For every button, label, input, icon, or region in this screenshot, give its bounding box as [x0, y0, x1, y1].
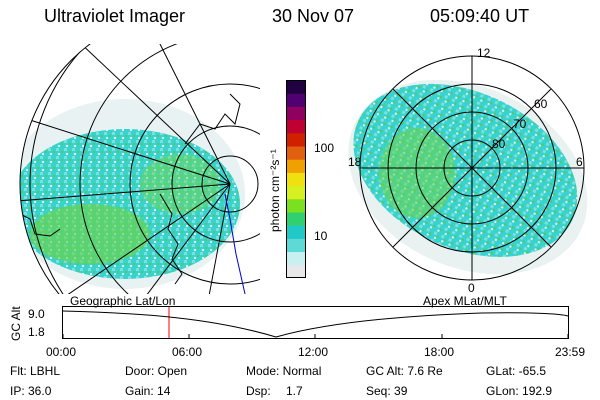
- altitude-frame: [62, 306, 569, 339]
- polar-aurora-green: [379, 128, 455, 218]
- colorbar-band: [286, 251, 306, 266]
- colorbar-band: [286, 264, 306, 278]
- colorbar-tick-100: 100: [314, 141, 335, 155]
- mlat-label-80: 80: [492, 137, 506, 151]
- colorbar-band: [286, 212, 306, 226]
- colorbar-band: [286, 225, 306, 239]
- xtick-1200: 12:00: [298, 345, 329, 359]
- xtick-0600: 06:00: [172, 345, 203, 359]
- time-label: 05:09:40 UT: [430, 6, 530, 26]
- geo-map-label: Geographic Lat/Lon: [70, 294, 176, 308]
- mlat-label-60: 60: [534, 97, 548, 111]
- colorbar-band: [286, 93, 306, 107]
- colorbar-band: [286, 106, 306, 121]
- altitude-ylabel: GC Alt: [9, 306, 23, 341]
- mlt-label-0: 0: [468, 281, 475, 294]
- colorbar-band: [286, 198, 306, 213]
- xtick-0000: 00:00: [46, 345, 77, 359]
- polar-map-label: Apex MLat/MLT: [423, 294, 507, 308]
- glat-info: GLat: -65.5: [486, 364, 547, 378]
- geographic-map: [19, 44, 260, 294]
- polar-grid: [359, 55, 585, 281]
- ip-info: IP: 36.0: [10, 384, 52, 398]
- seq-info: Seq: 39: [366, 384, 408, 398]
- colorbar-band: [286, 132, 306, 147]
- gc-alt-info: GC Alt: 7.6 Re: [366, 364, 443, 378]
- altitude-ytick-low: 1.8: [28, 325, 45, 339]
- colorbar: [286, 80, 306, 278]
- colorbar-band: [286, 80, 306, 94]
- altitude-plot: [62, 306, 569, 339]
- altitude-curve: [62, 310, 569, 338]
- geo-aurora-green: [30, 204, 150, 264]
- mode-info: Mode: Normal: [246, 364, 322, 378]
- mlat-label-70: 70: [513, 117, 527, 131]
- mlt-label-12: 12: [477, 46, 491, 60]
- dsp-value: 1.7: [286, 384, 303, 398]
- mlt-label-6: 6: [576, 155, 583, 169]
- altitude-ytick-high: 9.0: [28, 307, 45, 321]
- colorbar-band: [286, 159, 306, 173]
- polar-map: 12 18 6 0 60 70 80: [348, 46, 588, 294]
- coastline: [159, 193, 183, 285]
- colorbar-tick-10: 10: [314, 229, 328, 243]
- xtick-2359: 23:59: [555, 345, 586, 359]
- colorbar-band: [286, 185, 306, 200]
- colorbar-band: [286, 146, 306, 160]
- glon-info: GLon: 192.9: [486, 384, 553, 398]
- date-label: 30 Nov 07: [272, 6, 355, 26]
- instrument-title: Ultraviolet Imager: [44, 6, 186, 26]
- mlt-label-18: 18: [348, 155, 362, 169]
- colorbar-frame: [286, 80, 306, 278]
- footprint-line: [224, 193, 246, 294]
- colorbar-band: [286, 119, 306, 134]
- colorbar-band: [286, 172, 306, 187]
- dsp-label: Dsp:: [246, 384, 271, 398]
- colorbar-label: photon cm⁻²s⁻¹: [268, 149, 282, 232]
- colorbar-band: [286, 238, 306, 253]
- filter-info: Flt: LBHL: [10, 364, 61, 378]
- xtick-1800: 18:00: [424, 345, 455, 359]
- door-info: Door: Open: [125, 364, 188, 378]
- gain-info: Gain: 14: [125, 384, 171, 398]
